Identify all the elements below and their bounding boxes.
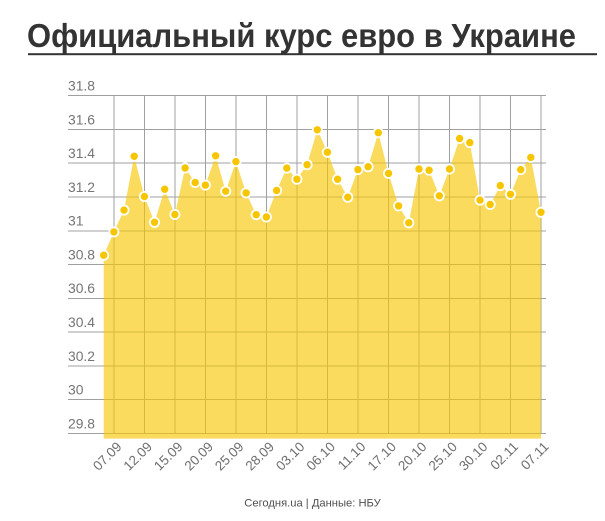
svg-text:Официальный курс евро в Украин: Официальный курс евро в Украине (27, 17, 576, 54)
svg-text:Сегодня.ua | Данные: НБУ: Сегодня.ua | Данные: НБУ (244, 497, 381, 509)
svg-text:31.2: 31.2 (68, 179, 95, 195)
svg-text:31: 31 (68, 213, 84, 229)
svg-text:30: 30 (68, 382, 84, 398)
svg-text:31.6: 31.6 (68, 111, 95, 127)
svg-text:31.8: 31.8 (68, 78, 95, 94)
svg-text:30.4: 30.4 (68, 314, 95, 330)
svg-text:30.2: 30.2 (68, 348, 95, 364)
svg-text:30.6: 30.6 (68, 280, 95, 296)
svg-text:30.8: 30.8 (68, 246, 95, 262)
svg-text:31.4: 31.4 (68, 145, 95, 161)
svg-text:29.8: 29.8 (68, 415, 95, 431)
